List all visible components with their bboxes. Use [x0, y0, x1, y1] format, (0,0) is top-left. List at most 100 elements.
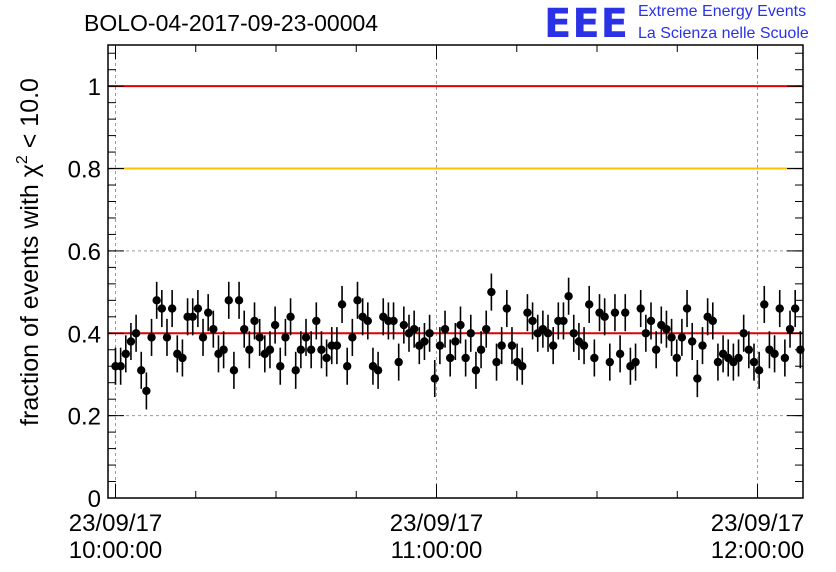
data-point — [487, 288, 495, 296]
data-point — [451, 337, 459, 345]
data-point — [508, 341, 516, 349]
y-tick-label: 0.6 — [68, 239, 101, 266]
data-point — [436, 341, 444, 349]
data-points — [111, 274, 804, 410]
data-point — [348, 333, 356, 341]
data-point — [523, 308, 531, 316]
plot-frame — [108, 45, 803, 498]
data-point — [755, 366, 763, 374]
data-point — [230, 366, 238, 374]
data-point — [394, 358, 402, 366]
data-point — [467, 329, 475, 337]
y-tick-label: 0.4 — [68, 321, 101, 348]
data-point — [745, 346, 753, 354]
data-point — [616, 350, 624, 358]
data-point — [477, 346, 485, 354]
data-point — [204, 308, 212, 316]
data-point — [333, 341, 341, 349]
data-point — [497, 341, 505, 349]
data-point — [482, 325, 490, 333]
data-point — [461, 354, 469, 362]
data-point — [420, 337, 428, 345]
data-point — [142, 387, 150, 395]
data-point — [760, 300, 768, 308]
data-point — [194, 304, 202, 312]
data-point — [503, 304, 511, 312]
data-point — [688, 337, 696, 345]
data-point — [225, 296, 233, 304]
data-point — [750, 358, 758, 366]
data-point — [374, 366, 382, 374]
grid-layer — [108, 45, 803, 498]
data-point — [255, 333, 263, 341]
data-point — [286, 313, 294, 321]
data-point — [338, 300, 346, 308]
data-point — [770, 350, 778, 358]
data-point — [709, 317, 717, 325]
data-point — [673, 354, 681, 362]
data-point — [734, 354, 742, 362]
axis-labels: 00.20.40.60.8123/09/1710:00:0023/09/1711… — [68, 74, 805, 564]
data-point — [307, 346, 315, 354]
y-axis-label-tail: < 10.0 — [16, 78, 44, 155]
axis-ticks — [108, 45, 803, 498]
data-point — [137, 366, 145, 374]
x-tick-date-label: 23/09/17 — [390, 510, 483, 537]
data-point — [317, 346, 325, 354]
data-point — [739, 329, 747, 337]
data-point — [642, 329, 650, 337]
data-point — [446, 354, 454, 362]
data-point — [683, 304, 691, 312]
data-point — [600, 313, 608, 321]
data-point — [678, 333, 686, 341]
y-axis-label-sup: 2 — [14, 155, 31, 164]
data-point — [276, 362, 284, 370]
data-point — [621, 308, 629, 316]
data-point — [132, 329, 140, 337]
data-point — [570, 329, 578, 337]
data-point — [518, 362, 526, 370]
data-point — [528, 317, 536, 325]
data-point — [250, 317, 258, 325]
y-tick-label: 0 — [88, 486, 101, 513]
data-point — [714, 358, 722, 366]
data-point — [343, 362, 351, 370]
data-point — [585, 300, 593, 308]
data-point — [776, 304, 784, 312]
data-point — [163, 333, 171, 341]
data-point — [631, 358, 639, 366]
data-point — [292, 366, 300, 374]
data-point — [492, 358, 500, 366]
data-point — [266, 346, 274, 354]
data-point — [281, 333, 289, 341]
data-point — [400, 321, 408, 329]
data-point — [219, 346, 227, 354]
data-point — [693, 374, 701, 382]
data-point — [209, 325, 217, 333]
x-tick-time-label: 12:00:00 — [711, 537, 804, 564]
data-point — [122, 350, 130, 358]
data-point — [178, 354, 186, 362]
data-point — [297, 346, 305, 354]
data-point — [580, 341, 588, 349]
data-point — [786, 325, 794, 333]
data-point — [611, 308, 619, 316]
data-point — [791, 304, 799, 312]
data-point — [781, 354, 789, 362]
data-point — [158, 304, 166, 312]
data-point — [168, 304, 176, 312]
x-tick-time-label: 10:00:00 — [69, 537, 162, 564]
data-point — [235, 296, 243, 304]
data-point — [647, 317, 655, 325]
data-point — [667, 333, 675, 341]
x-tick-time-label: 11:00:00 — [391, 537, 483, 564]
data-point — [549, 341, 557, 349]
data-point — [353, 296, 361, 304]
data-point — [559, 317, 567, 325]
data-point — [472, 366, 480, 374]
data-point — [245, 346, 253, 354]
data-point — [199, 333, 207, 341]
data-point — [637, 304, 645, 312]
reference-lines — [108, 86, 803, 333]
x-tick-date-label: 23/09/17 — [69, 510, 162, 537]
